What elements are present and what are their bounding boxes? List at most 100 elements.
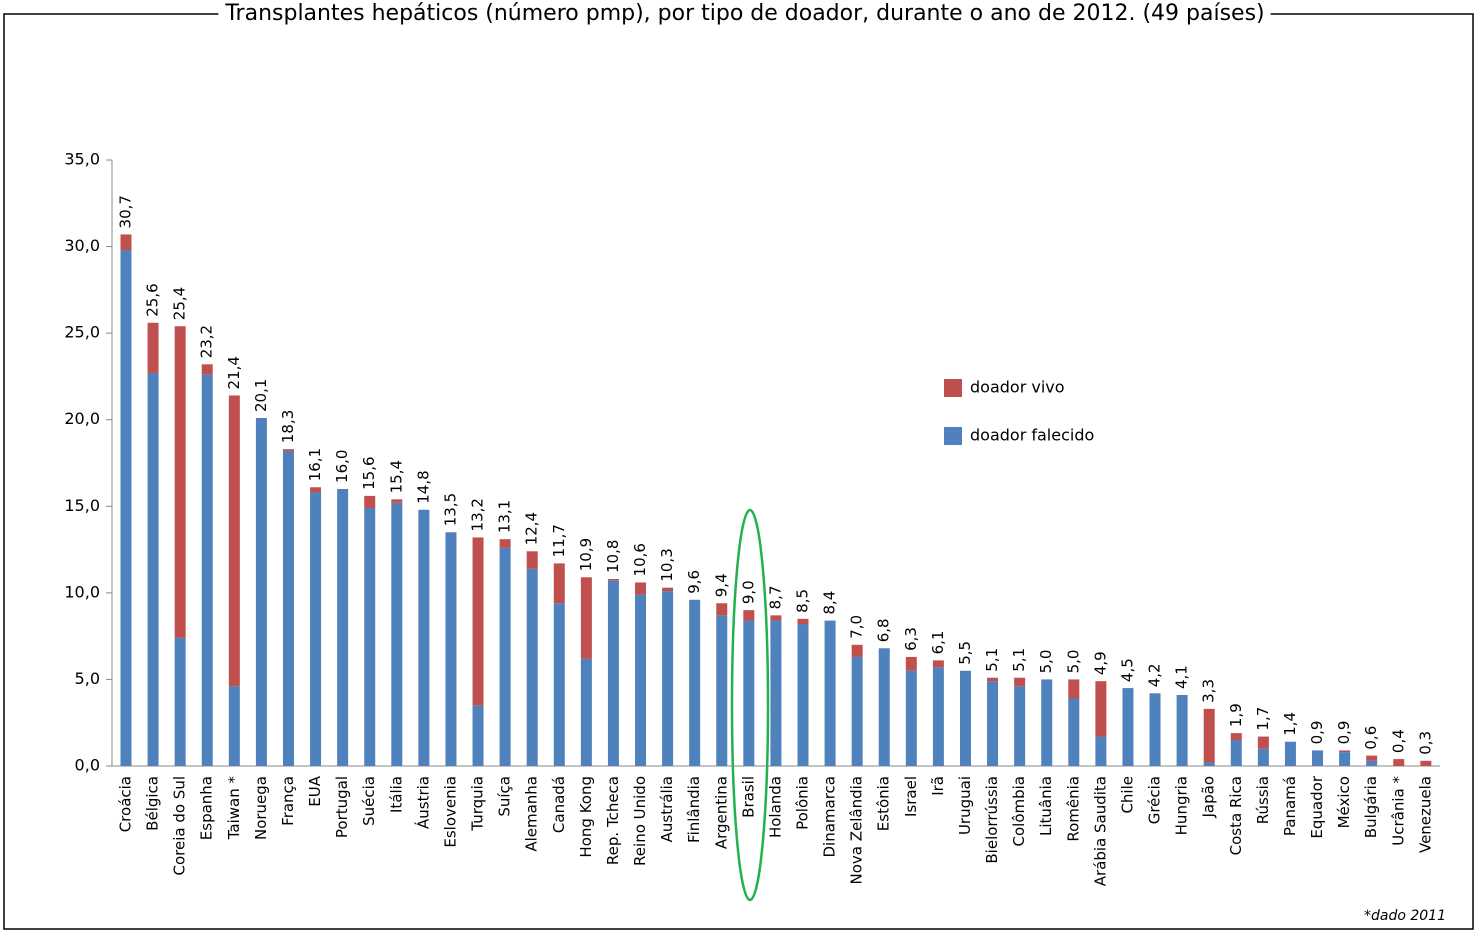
total-label: 0,6 (1362, 726, 1380, 750)
bar-segment (526, 568, 538, 766)
total-label: 8,4 (821, 591, 839, 615)
bar-segment (716, 603, 728, 616)
bar-segment (1203, 762, 1215, 766)
bar-segment (1095, 681, 1107, 737)
bar-segment (1339, 750, 1351, 753)
y-tick-label: 35,0 (64, 150, 100, 169)
total-label: 4,1 (1173, 665, 1191, 689)
bar-segment (310, 492, 322, 766)
bar-segment (878, 648, 890, 766)
bar-segment (282, 450, 294, 766)
total-label: 14,8 (414, 470, 432, 503)
title-background (218, 1, 1271, 26)
total-label: 4,2 (1146, 663, 1164, 687)
legend-label: doador vivo (970, 378, 1065, 397)
chart-title: Transplantes hepáticos (número pmp), por… (224, 1, 1264, 26)
x-tick-label: Costa Rica (1227, 776, 1245, 855)
bar-segment (580, 577, 592, 659)
y-tick-label: 10,0 (64, 582, 100, 601)
y-tick-label: 0,0 (75, 756, 100, 775)
bar-segment (418, 509, 430, 766)
bar-segment (987, 681, 999, 766)
bar-segment (1014, 677, 1026, 687)
x-tick-label: França (279, 776, 297, 826)
bar-segment (770, 620, 782, 766)
total-label: 6,8 (875, 618, 893, 642)
bar-segment (1068, 679, 1080, 699)
bar-segment (472, 537, 484, 706)
total-label: 16,0 (333, 450, 351, 483)
total-label: 9,4 (712, 573, 730, 597)
bar-segment (770, 615, 782, 621)
x-tick-label: Hungria (1173, 776, 1191, 835)
bar-segment (959, 670, 971, 766)
total-label: 1,7 (1254, 707, 1272, 731)
bar-segment (228, 686, 240, 766)
total-label: 0,4 (1389, 729, 1407, 753)
total-label: 20,1 (252, 379, 270, 412)
footnote: *dado 2011 (1364, 908, 1446, 924)
bar-segment (255, 417, 267, 766)
x-tick-label: Holanda (766, 776, 784, 838)
bar-segment (282, 449, 294, 451)
bar-segment (1041, 679, 1053, 766)
total-label: 6,1 (929, 631, 947, 655)
y-tick-label: 25,0 (64, 323, 100, 342)
bar-segment (337, 488, 349, 766)
total-label: 4,9 (1091, 651, 1109, 675)
x-tick-label: México (1335, 776, 1353, 828)
total-label: 1,9 (1227, 703, 1245, 727)
bar-segment (364, 508, 376, 766)
total-label: 13,2 (469, 498, 487, 531)
total-label: 10,6 (631, 543, 649, 576)
bar-segment (932, 667, 944, 766)
bar-segment (553, 563, 565, 604)
x-tick-label: Brasil (739, 776, 757, 818)
total-label: 3,3 (1200, 679, 1218, 703)
bar-segment (201, 364, 213, 375)
bar-segment (1257, 748, 1269, 766)
bar-segment (662, 587, 674, 592)
total-label: 10,8 (604, 540, 622, 573)
total-label: 0,9 (1308, 721, 1326, 745)
total-label: 1,4 (1281, 712, 1299, 736)
x-tick-label: Bulgária (1362, 776, 1380, 838)
x-tick-label: Grécia (1146, 776, 1164, 824)
x-tick-label: Panamá (1281, 776, 1299, 836)
y-tick-label: 15,0 (64, 496, 100, 515)
x-tick-label: Suécia (360, 776, 378, 826)
bar-segment (662, 591, 674, 766)
bar-segment (364, 495, 376, 509)
x-tick-label: Argentina (712, 776, 730, 849)
bar-segment (1257, 736, 1269, 749)
bar-segment (472, 705, 484, 766)
x-tick-label: Áustria (413, 776, 432, 829)
highlight-ellipse (730, 508, 770, 902)
bar-segment (1068, 698, 1080, 766)
bar-segment (1014, 686, 1026, 766)
x-tick-label: Croácia (117, 776, 135, 832)
x-tick-label: Rep. Tcheca (604, 776, 622, 865)
x-tick-label: Turquia (469, 776, 487, 832)
bar-segment (201, 374, 213, 766)
x-tick-label: Nova Zelândia (848, 776, 866, 885)
bar-segment (1312, 750, 1324, 766)
total-label: 9,6 (685, 570, 703, 594)
total-label: 16,1 (306, 448, 324, 481)
bar-segment (905, 656, 917, 671)
total-label: 5,1 (983, 648, 1001, 672)
bar-segment (1149, 693, 1161, 766)
y-tick-label: 30,0 (64, 236, 100, 255)
bar-segment (310, 487, 322, 493)
bar-segment (635, 582, 647, 595)
x-tick-label: Colômbia (1010, 776, 1028, 847)
total-label: 11,7 (550, 524, 568, 557)
x-tick-label: Noruega (252, 776, 270, 840)
bar-segment (147, 372, 159, 766)
x-tick-label: Irã (929, 776, 947, 796)
total-label: 5,5 (956, 641, 974, 665)
total-label: 15,4 (387, 460, 405, 493)
x-tick-label: Portugal (333, 776, 351, 838)
bar-segment (391, 499, 403, 503)
